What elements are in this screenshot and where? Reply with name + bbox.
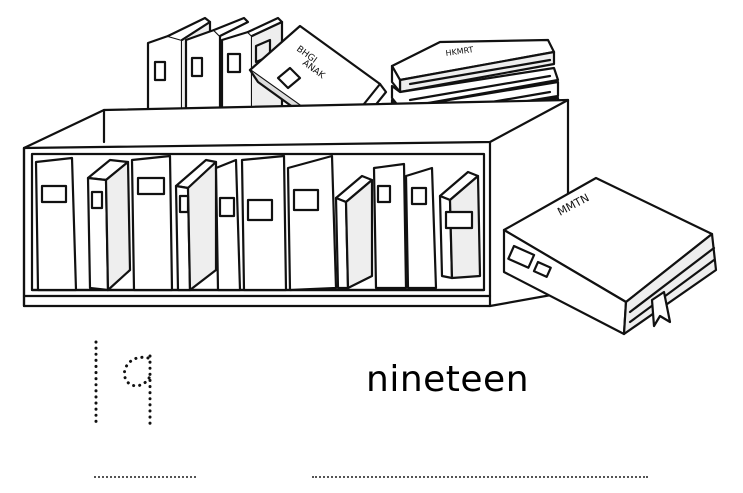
bookshelf-illustration: BHGI ANAK HKMRT	[22, 16, 718, 336]
svg-text:HKMRT: HKMRT	[445, 45, 474, 58]
bookmark-icon	[650, 290, 672, 328]
svg-text:19: 19	[86, 334, 88, 335]
top-books-left	[146, 16, 284, 134]
write-line-numeral[interactable]	[94, 476, 196, 478]
number-word: nineteen	[366, 359, 530, 400]
write-line-word[interactable]	[312, 476, 648, 478]
book-icon: MMTN	[502, 176, 718, 336]
numeral-trace: 19	[86, 334, 152, 428]
shelf-books	[34, 154, 482, 292]
